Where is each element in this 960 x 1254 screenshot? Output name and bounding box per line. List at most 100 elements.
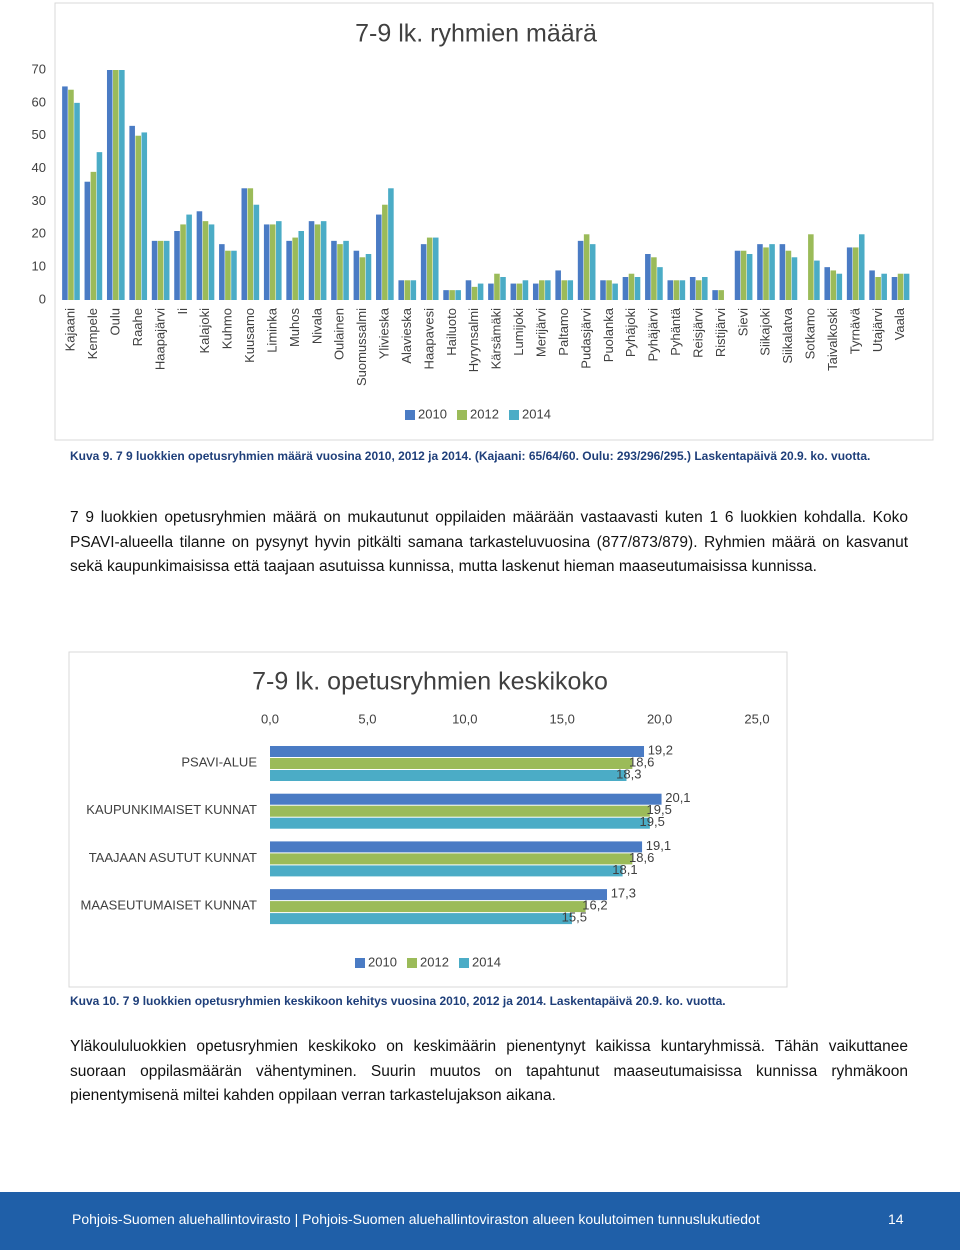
legend-label: 2010 (368, 954, 397, 969)
bar (869, 270, 875, 300)
bar (622, 277, 629, 300)
bar (465, 280, 472, 300)
bar (589, 244, 596, 300)
x-tick-label: Lumijoki (511, 308, 526, 356)
x-tick-label: 25,0 (744, 711, 769, 726)
bar (119, 70, 125, 300)
legend-swatch (407, 958, 417, 968)
legend-swatch (405, 410, 415, 420)
data-label: 17,3 (611, 886, 636, 901)
bar (376, 214, 382, 300)
bar (702, 277, 708, 300)
caption: Kuva 9. 7 9 luokkien opetusryhmien määrä… (70, 449, 871, 463)
x-tick-label: Siikajoki (758, 308, 773, 356)
x-tick-label: Kempele (85, 308, 100, 359)
bar (157, 240, 164, 300)
x-tick-label: Kuusamo (242, 308, 257, 363)
y-tick-label: MAASEUTUMAISET KUNNAT (81, 898, 258, 913)
bar (494, 273, 500, 300)
x-tick-label: Sotkamo (803, 308, 818, 359)
bar (353, 250, 360, 300)
bar (814, 260, 820, 300)
data-label: 16,2 (582, 898, 607, 913)
y-tick-label: 50 (32, 127, 46, 142)
x-tick-label: Kärsämäki (489, 308, 504, 370)
bar (718, 290, 724, 300)
x-tick-label: 10,0 (452, 711, 477, 726)
bar (746, 254, 753, 300)
x-tick-label: Ristijärvi (713, 308, 728, 357)
bar (106, 70, 113, 300)
bar (836, 273, 843, 300)
bar (824, 267, 830, 300)
bar (270, 841, 643, 853)
bar (712, 290, 718, 300)
charts: 7-9 lk. ryhmien määrä 0 10 20 30 40 50 60 70 Kaja… (32, 2, 934, 988)
bar (96, 152, 103, 300)
bar (196, 211, 203, 300)
y-tick-label: 70 (32, 61, 46, 76)
bar (577, 240, 584, 300)
x-tick-label: Ylivieska (377, 307, 392, 359)
x-tick-label: Merijärvi (533, 308, 548, 357)
bar (634, 277, 641, 300)
bar (208, 224, 215, 300)
bar (113, 70, 119, 300)
bar (740, 250, 747, 300)
bar (651, 257, 657, 300)
legend-swatch (457, 410, 467, 420)
x-tick-label: Pyhäjärvi (646, 308, 661, 362)
y-tick-label: 20 (32, 226, 46, 241)
bar (500, 277, 506, 300)
bar (404, 280, 411, 300)
bar (808, 234, 814, 300)
bar (471, 286, 478, 300)
bar (270, 793, 662, 805)
legend-label: 2010 (418, 406, 447, 421)
bar (298, 231, 305, 300)
bar (174, 231, 180, 300)
bar (612, 283, 618, 300)
paragraph: 7 9 luokkien opetusryhmien määrä on muka… (70, 509, 908, 575)
bar (785, 250, 792, 300)
legend-label: 2012 (420, 954, 449, 969)
bar (286, 240, 292, 300)
bar (657, 267, 663, 300)
bar (846, 247, 853, 300)
bar (308, 221, 315, 300)
data-label: 19,5 (647, 802, 672, 817)
bar (253, 204, 260, 300)
bar (276, 221, 282, 300)
legend-swatch (355, 958, 365, 968)
bar (241, 188, 248, 300)
x-tick-label: Kajaani (63, 308, 78, 351)
paragraph: Yläkoululuokkien opetusryhmien keskikoko… (70, 1038, 908, 1104)
bar (337, 244, 343, 300)
bar (314, 224, 321, 300)
bar (186, 214, 192, 300)
data-label: 18,3 (616, 766, 641, 781)
bar (532, 283, 539, 300)
bar (606, 280, 612, 300)
bar (202, 221, 209, 300)
chart-frame (54, 2, 934, 441)
bar (852, 247, 859, 300)
x-tick-label: Oulainen (332, 308, 347, 360)
bar (695, 280, 702, 300)
bar (410, 280, 417, 300)
x-tick-label: Alavieska (399, 307, 414, 363)
chart-frame (68, 651, 788, 988)
legend-swatch (509, 410, 519, 420)
bar (875, 277, 881, 300)
bar (68, 89, 74, 300)
bar (398, 280, 404, 300)
bar (365, 254, 372, 300)
bar (734, 250, 741, 300)
x-tick-label: Oulu (107, 308, 122, 335)
x-tick-label: Pyhäntä (668, 307, 683, 355)
x-tick-label: 0,0 (261, 711, 279, 726)
bar (881, 273, 887, 300)
bar (269, 224, 276, 300)
y-tick-label: KAUPUNKIMAISET KUNNAT (86, 802, 257, 817)
x-tick-label: Ii (175, 308, 190, 315)
